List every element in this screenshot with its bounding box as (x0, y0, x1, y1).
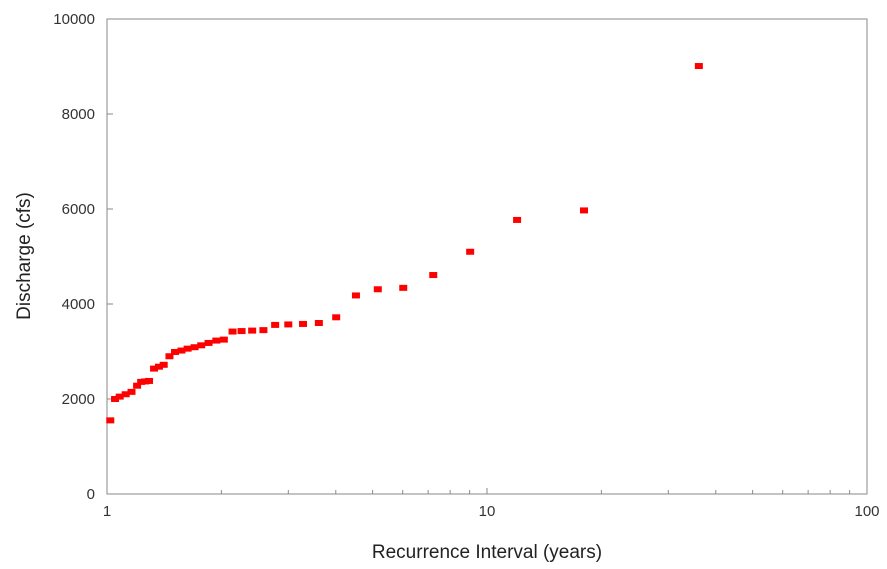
x-tick-label: 10 (479, 503, 496, 520)
y-tick-label: 4000 (62, 296, 95, 313)
data-point (694, 63, 703, 70)
data-point (159, 361, 168, 368)
data-point (171, 348, 180, 355)
y-tick-label: 0 (87, 486, 95, 503)
data-point (271, 321, 280, 328)
data-point (165, 353, 174, 360)
y-axis-title: Discharge (cfs) (14, 192, 35, 320)
data-point (399, 284, 408, 291)
data-point (228, 328, 237, 335)
data-point (212, 337, 221, 344)
data-point (219, 336, 228, 343)
data-point (121, 391, 130, 398)
data-point (133, 382, 142, 389)
data-point (127, 388, 136, 395)
data-point (190, 344, 199, 351)
data-point (115, 393, 124, 400)
data-point (332, 314, 341, 321)
data-point (248, 327, 257, 334)
data-point (154, 363, 163, 370)
data-point (197, 342, 206, 349)
plot-area (106, 18, 868, 495)
data-point (259, 327, 268, 334)
data-point (204, 339, 213, 346)
data-point (150, 365, 159, 372)
y-tick-label: 6000 (62, 201, 95, 218)
data-point (111, 396, 120, 402)
data-point (284, 321, 293, 328)
data-point (429, 272, 438, 279)
data-point (373, 286, 382, 293)
data-point (145, 377, 154, 384)
data-point (351, 292, 360, 299)
data-point (299, 320, 308, 327)
data-point (183, 345, 192, 352)
data-point (580, 207, 589, 214)
data-point (513, 216, 522, 223)
data-point (106, 417, 115, 424)
y-tick-label: 8000 (62, 106, 95, 123)
data-point (177, 347, 186, 354)
data-point (237, 328, 246, 335)
x-tick-label: 1 (103, 503, 111, 520)
data-point (466, 248, 475, 255)
x-tick-label: 100 (854, 503, 879, 520)
y-tick-label: 10000 (53, 11, 95, 28)
data-point (314, 320, 323, 326)
y-tick-label: 2000 (62, 391, 95, 408)
x-axis-title: Recurrence Interval (years) (372, 542, 602, 563)
